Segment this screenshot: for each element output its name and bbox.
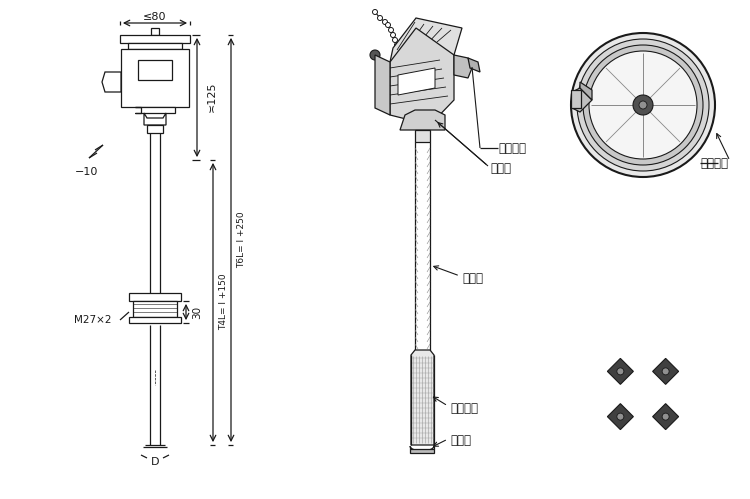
Polygon shape	[102, 72, 121, 92]
Polygon shape	[608, 404, 633, 430]
Circle shape	[639, 101, 647, 109]
Polygon shape	[608, 358, 633, 384]
Circle shape	[382, 19, 388, 24]
Polygon shape	[375, 55, 390, 115]
Text: 30: 30	[192, 305, 202, 318]
Circle shape	[391, 32, 395, 37]
Circle shape	[633, 95, 653, 115]
Bar	[151, 28, 159, 35]
Bar	[138, 60, 172, 80]
Text: M27×2: M27×2	[74, 315, 112, 325]
Bar	[147, 125, 163, 133]
Bar	[129, 317, 181, 323]
Polygon shape	[400, 110, 445, 130]
Polygon shape	[390, 18, 462, 68]
Text: 接线盒: 接线盒	[490, 162, 511, 175]
Text: −10: −10	[75, 167, 99, 177]
Circle shape	[616, 368, 624, 375]
Bar	[129, 293, 181, 301]
Polygon shape	[652, 358, 679, 384]
Text: 电气出口: 电气出口	[498, 142, 526, 155]
Bar	[133, 301, 177, 317]
Circle shape	[388, 27, 394, 32]
Circle shape	[386, 22, 391, 27]
Text: T6L= l +250: T6L= l +250	[238, 212, 247, 268]
Text: T4L= l +150: T4L= l +150	[220, 273, 229, 330]
Circle shape	[394, 42, 400, 47]
Polygon shape	[652, 404, 679, 430]
Polygon shape	[398, 68, 435, 95]
Polygon shape	[415, 130, 430, 142]
Bar	[120, 35, 190, 43]
Bar	[571, 90, 581, 108]
Polygon shape	[411, 350, 434, 445]
Polygon shape	[468, 58, 480, 72]
Polygon shape	[580, 82, 592, 100]
Text: 接线端子: 接线端子	[700, 157, 728, 170]
Polygon shape	[135, 107, 175, 113]
Polygon shape	[572, 88, 592, 112]
Text: ≤80: ≤80	[143, 12, 166, 22]
Circle shape	[662, 413, 669, 420]
Circle shape	[662, 368, 669, 375]
Circle shape	[589, 51, 697, 159]
Text: D: D	[151, 457, 159, 467]
Bar	[121, 49, 189, 107]
Circle shape	[583, 45, 703, 165]
Bar	[128, 43, 182, 49]
Circle shape	[370, 50, 380, 60]
Bar	[410, 449, 434, 453]
Text: 绦缘套管: 绦缘套管	[450, 402, 478, 415]
Circle shape	[392, 37, 398, 42]
Text: 保护管: 保护管	[462, 271, 483, 284]
Text: ≍125: ≍125	[207, 82, 217, 112]
Circle shape	[577, 39, 709, 171]
Circle shape	[571, 33, 715, 177]
Polygon shape	[390, 28, 454, 125]
Polygon shape	[144, 113, 166, 125]
Circle shape	[373, 9, 377, 14]
Circle shape	[616, 413, 624, 420]
Polygon shape	[454, 55, 472, 78]
Circle shape	[377, 15, 382, 20]
Text: 测量端: 测量端	[450, 434, 471, 447]
